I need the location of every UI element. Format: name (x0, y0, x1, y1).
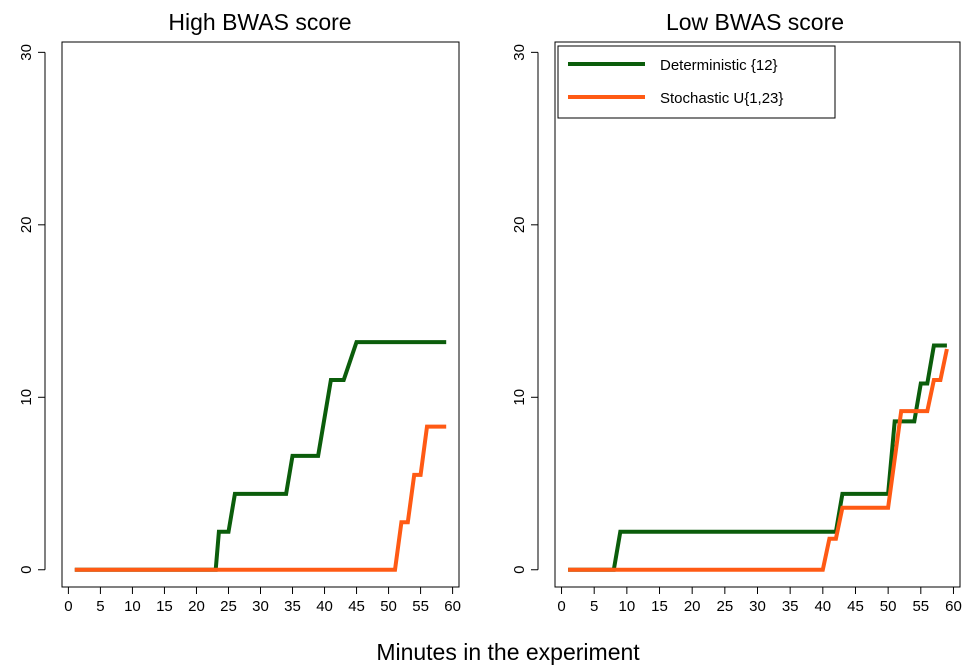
x-tick-label: 15 (651, 598, 668, 615)
x-tick-label: 15 (156, 598, 173, 615)
panel-title-high-bwas: High BWAS score (168, 9, 351, 35)
series-line-deterministic-high-bwas (74, 340, 447, 572)
legend: Deterministic {12} Stochastic U{1,23} (557, 45, 836, 119)
y-tick-label: 10 (18, 389, 35, 406)
x-tick-label: 50 (880, 598, 897, 615)
y-tick-label: 20 (511, 216, 528, 233)
panel-title-low-bwas: Low BWAS score (666, 9, 844, 35)
x-tick-label: 50 (380, 598, 397, 615)
series-line-stochastic-high-bwas (74, 424, 447, 572)
x-tick-label: 0 (557, 598, 565, 615)
x-tick-label: 20 (188, 598, 205, 615)
y-axis-low-bwas: 0 10 20 30 (511, 44, 539, 574)
series-line-stochastic-low-bwas (568, 348, 949, 572)
x-tick-label: 30 (252, 598, 269, 615)
x-tick-label: 40 (814, 598, 831, 615)
x-tick-label: 35 (782, 598, 799, 615)
y-tick-label: 0 (511, 566, 528, 574)
x-tick-label: 30 (749, 598, 766, 615)
x-tick-label: 5 (96, 598, 104, 615)
x-axis-title: Minutes in the experiment (376, 639, 640, 665)
series-group-high-bwas (74, 340, 447, 572)
x-tick-label: 25 (220, 598, 237, 615)
x-tick-label: 5 (590, 598, 598, 615)
x-tick-label: 55 (912, 598, 929, 615)
x-tick-label: 60 (444, 598, 461, 615)
y-tick-label: 0 (18, 566, 35, 574)
x-tick-label: 60 (945, 598, 962, 615)
y-tick-label: 30 (18, 44, 35, 61)
plot-area-low-bwas (554, 41, 961, 588)
x-tick-label: 55 (412, 598, 429, 615)
panel-high-bwas: High BWAS score 0 10 20 30 0 5 10 15 20 25 30 35 40… (18, 9, 461, 615)
x-tick-label: 35 (284, 598, 301, 615)
x-tick-label: 40 (316, 598, 333, 615)
legend-label-stochastic: Stochastic U{1,23} (660, 90, 783, 107)
x-tick-label: 45 (847, 598, 864, 615)
x-axis-low-bwas: 0 5 10 15 20 25 30 35 40 45 50 55 60 (557, 586, 962, 615)
plot-area-high-bwas (61, 41, 460, 588)
x-tick-label: 45 (348, 598, 365, 615)
series-line-deterministic-low-bwas (568, 343, 947, 572)
legend-label-deterministic: Deterministic {12} (660, 57, 778, 74)
x-tick-label: 25 (716, 598, 733, 615)
y-axis-high-bwas: 0 10 20 30 (18, 44, 46, 574)
y-tick-label: 30 (511, 44, 528, 61)
x-tick-label: 0 (64, 598, 72, 615)
x-tick-label: 10 (619, 598, 636, 615)
x-tick-label: 20 (684, 598, 701, 615)
series-group-low-bwas (568, 343, 949, 572)
panel-low-bwas: Low BWAS score 0 10 20 30 0 5 10 15 20 25 30 35 40 4… (511, 9, 962, 615)
y-tick-label: 10 (511, 389, 528, 406)
legend-box (557, 45, 836, 119)
x-tick-label: 10 (124, 598, 141, 615)
y-tick-label: 20 (18, 216, 35, 233)
x-axis-high-bwas: 0 5 10 15 20 25 30 35 40 45 50 55 60 (64, 586, 461, 615)
